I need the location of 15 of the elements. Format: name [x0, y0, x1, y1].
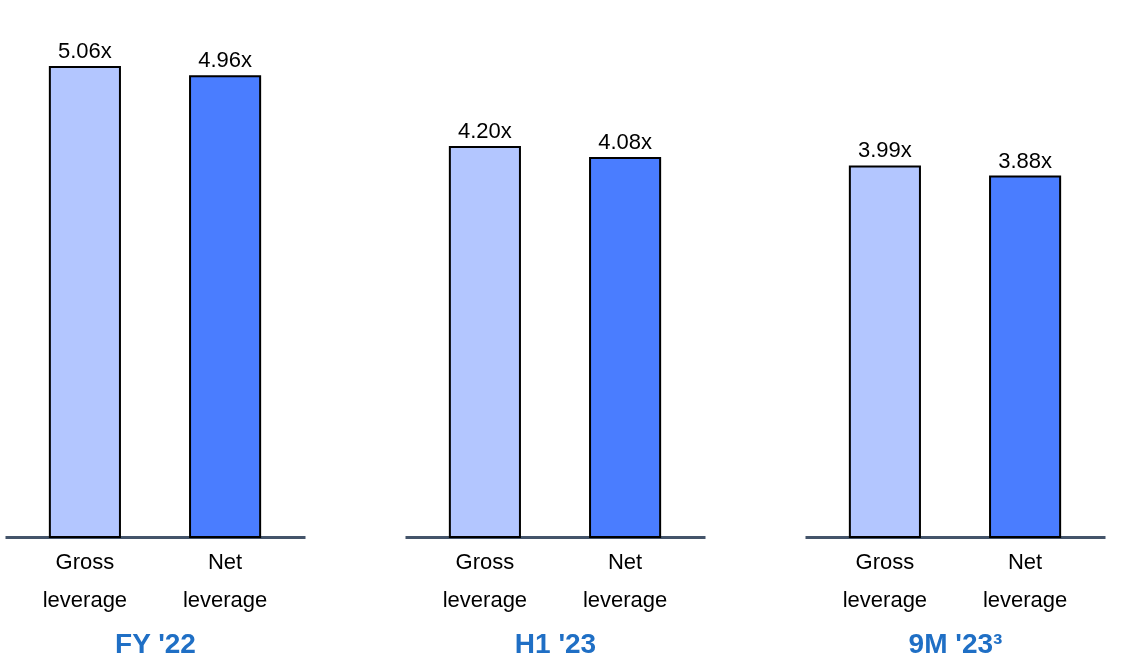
data-label: 3.88x — [998, 147, 1053, 173]
x-tick-label: Gross leverage — [442, 548, 528, 612]
x-axis-title: H1 '23 — [514, 627, 597, 659]
data-label: 4.96x — [198, 47, 253, 73]
x-tick-label: Net leverage — [182, 548, 268, 612]
data-label: 5.06x — [57, 38, 112, 63]
x-tick-label: Gross leverage — [842, 548, 928, 612]
data-label: 4.20x — [457, 117, 512, 143]
x-axis-title: 9M '23³ — [908, 627, 1003, 659]
x-tick-label: Net leverage — [582, 548, 668, 612]
x-tick-label: Gross leverage — [42, 548, 128, 612]
data-label: 3.99x — [857, 137, 912, 163]
data-label: 4.08x — [598, 129, 653, 155]
x-axis-title: FY '22 — [115, 627, 196, 659]
x-tick-label: Net leverage — [982, 548, 1068, 612]
